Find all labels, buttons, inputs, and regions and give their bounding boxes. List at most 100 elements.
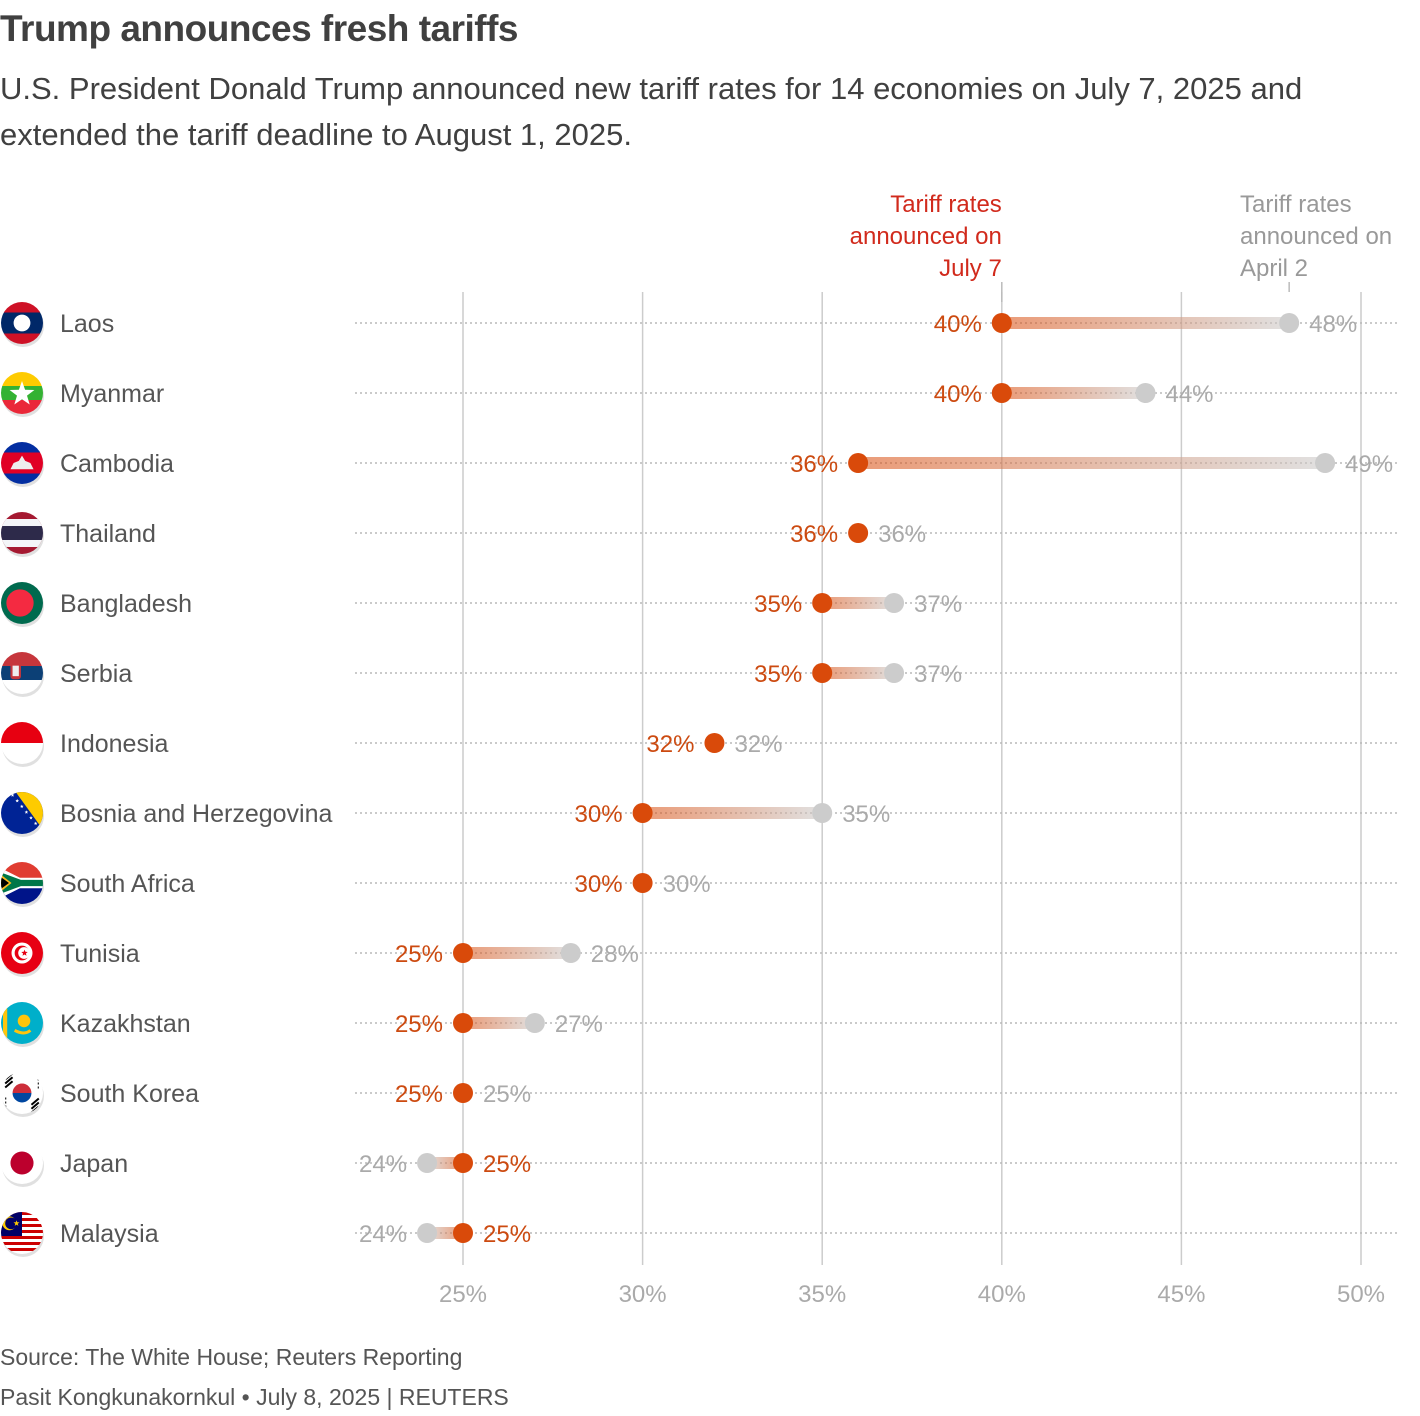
april-rate-label: 24%	[359, 1221, 407, 1248]
april-rate-dot	[1315, 453, 1336, 473]
table-row: Myanmar 40% 44%	[1, 372, 1398, 417]
country-label: Cambodia	[60, 450, 174, 478]
legend-july-7-label: July 7	[939, 255, 1002, 282]
south-africa-flag-icon	[1, 862, 43, 904]
july-rate-dot	[848, 523, 869, 543]
july-rate-dot	[991, 313, 1012, 333]
april-rate-label: 32%	[734, 731, 782, 758]
april-rate-label: 35%	[842, 801, 890, 828]
country-label: Laos	[60, 310, 114, 338]
thailand-flag-icon	[1, 512, 43, 554]
july-rate-dot	[453, 1013, 473, 1033]
connector-bar	[463, 947, 571, 959]
july-rate-dot	[632, 873, 653, 893]
x-tick-label: 45%	[1157, 1281, 1205, 1308]
april-rate-label: 36%	[878, 521, 926, 548]
april-rate-label: 25%	[483, 1081, 531, 1108]
legend-april-2-label: Tariff rates	[1240, 191, 1352, 218]
x-tick-label: 30%	[619, 1281, 667, 1308]
country-label: Tunisia	[60, 940, 140, 968]
x-tick-label: 40%	[978, 1281, 1026, 1308]
july-rate-label: 25%	[483, 1151, 531, 1178]
country-label: South Africa	[60, 870, 195, 898]
bangladesh-flag-icon	[1, 582, 43, 624]
country-label: South Korea	[60, 1080, 199, 1108]
chart-title: Trump announces fresh tariffs	[0, 8, 519, 49]
july-rate-dot	[812, 663, 833, 683]
july-rate-label: 35%	[754, 591, 802, 618]
country-label: Myanmar	[60, 380, 164, 408]
japan-flag-icon	[1, 1142, 43, 1184]
table-row: Kazakhstan 25% 27%	[1, 1002, 1398, 1047]
april-rate-dot	[884, 663, 905, 683]
july-rate-dot	[848, 453, 869, 473]
july-rate-label: 36%	[790, 451, 838, 478]
april-rate-label: 24%	[359, 1151, 407, 1178]
credit-line: Pasit Kongkunakornkul • July 8, 2025 | R…	[0, 1384, 509, 1410]
table-row: Malaysia 24% 25%	[1, 1212, 1398, 1257]
july-rate-label: 40%	[934, 311, 982, 338]
table-row: Cambodia 36% 49%	[1, 442, 1398, 487]
table-row: Thailand 36% 36%	[1, 512, 1398, 557]
april-rate-dot	[1279, 313, 1300, 333]
july-rate-dot	[453, 1083, 473, 1103]
july-rate-label: 30%	[575, 801, 623, 828]
country-label: Serbia	[60, 660, 132, 688]
country-label: Bangladesh	[60, 590, 192, 618]
july-rate-label: 25%	[483, 1221, 531, 1248]
table-row: Japan 24% 25%	[1, 1142, 1398, 1187]
table-row: Tunisia 25% 28%	[1, 932, 1398, 977]
april-rate-dot	[524, 1013, 545, 1033]
july-rate-dot	[453, 1153, 473, 1173]
country-label: Bosnia and Herzegovina	[60, 800, 332, 828]
table-row: Serbia 35% 37%	[1, 652, 1398, 697]
serbia-flag-icon	[1, 652, 43, 694]
april-rate-label: 27%	[555, 1011, 603, 1038]
legend-april-2-label: April 2	[1240, 255, 1308, 282]
april-rate-label: 49%	[1345, 451, 1393, 478]
april-rate-dot	[812, 803, 833, 823]
chart-subtitle: U.S. President Donald Trump announced ne…	[0, 71, 1303, 152]
april-rate-dot	[884, 593, 905, 613]
x-tick-label: 35%	[798, 1281, 846, 1308]
table-row: Bosnia and Herzegovina 30% 35%	[1, 792, 1398, 837]
table-row: Bangladesh 35% 37%	[1, 582, 1398, 627]
table-row: South Africa 30% 30%	[1, 862, 1398, 907]
table-row: Laos 40% 48%	[1, 302, 1398, 347]
july-rate-label: 35%	[754, 661, 802, 688]
country-label: Japan	[60, 1150, 128, 1178]
connector-bar	[642, 807, 823, 819]
x-tick-label: 25%	[439, 1281, 487, 1308]
april-rate-label: 30%	[663, 871, 711, 898]
kazakhstan-flag-icon	[1, 1002, 43, 1044]
indonesia-flag-icon	[1, 722, 43, 764]
table-row: South Korea 25% 25%	[1, 1072, 1398, 1117]
april-rate-label: 48%	[1309, 311, 1357, 338]
country-label: Malaysia	[60, 1220, 159, 1248]
july-rate-label: 30%	[575, 871, 623, 898]
july-rate-label: 36%	[790, 521, 838, 548]
july-rate-label: 25%	[395, 1081, 443, 1108]
legend-july-7-label: announced on	[850, 223, 1002, 250]
july-rate-dot	[991, 383, 1012, 403]
legend-july-7-label: Tariff rates	[890, 191, 1002, 218]
connector-bar	[463, 1017, 535, 1029]
july-rate-label: 40%	[934, 381, 982, 408]
cambodia-flag-icon	[1, 442, 43, 484]
source-note: Source: The White House; Reuters Reporti…	[0, 1344, 463, 1370]
connector-bar	[822, 597, 895, 609]
april-rate-dot	[560, 943, 581, 963]
july-rate-dot	[704, 733, 725, 753]
south-korea-flag-icon	[1, 1072, 43, 1114]
country-label: Kazakhstan	[60, 1010, 191, 1038]
july-rate-dot	[812, 593, 833, 613]
july-rate-label: 25%	[395, 941, 443, 968]
connector-bar	[822, 667, 895, 679]
laos-flag-icon	[1, 302, 43, 344]
april-rate-dot	[417, 1153, 438, 1173]
april-rate-label: 37%	[914, 661, 962, 688]
april-rate-dot	[1135, 383, 1156, 403]
table-row: Indonesia 32% 32%	[1, 722, 1398, 767]
myanmar-flag-icon	[1, 372, 43, 414]
